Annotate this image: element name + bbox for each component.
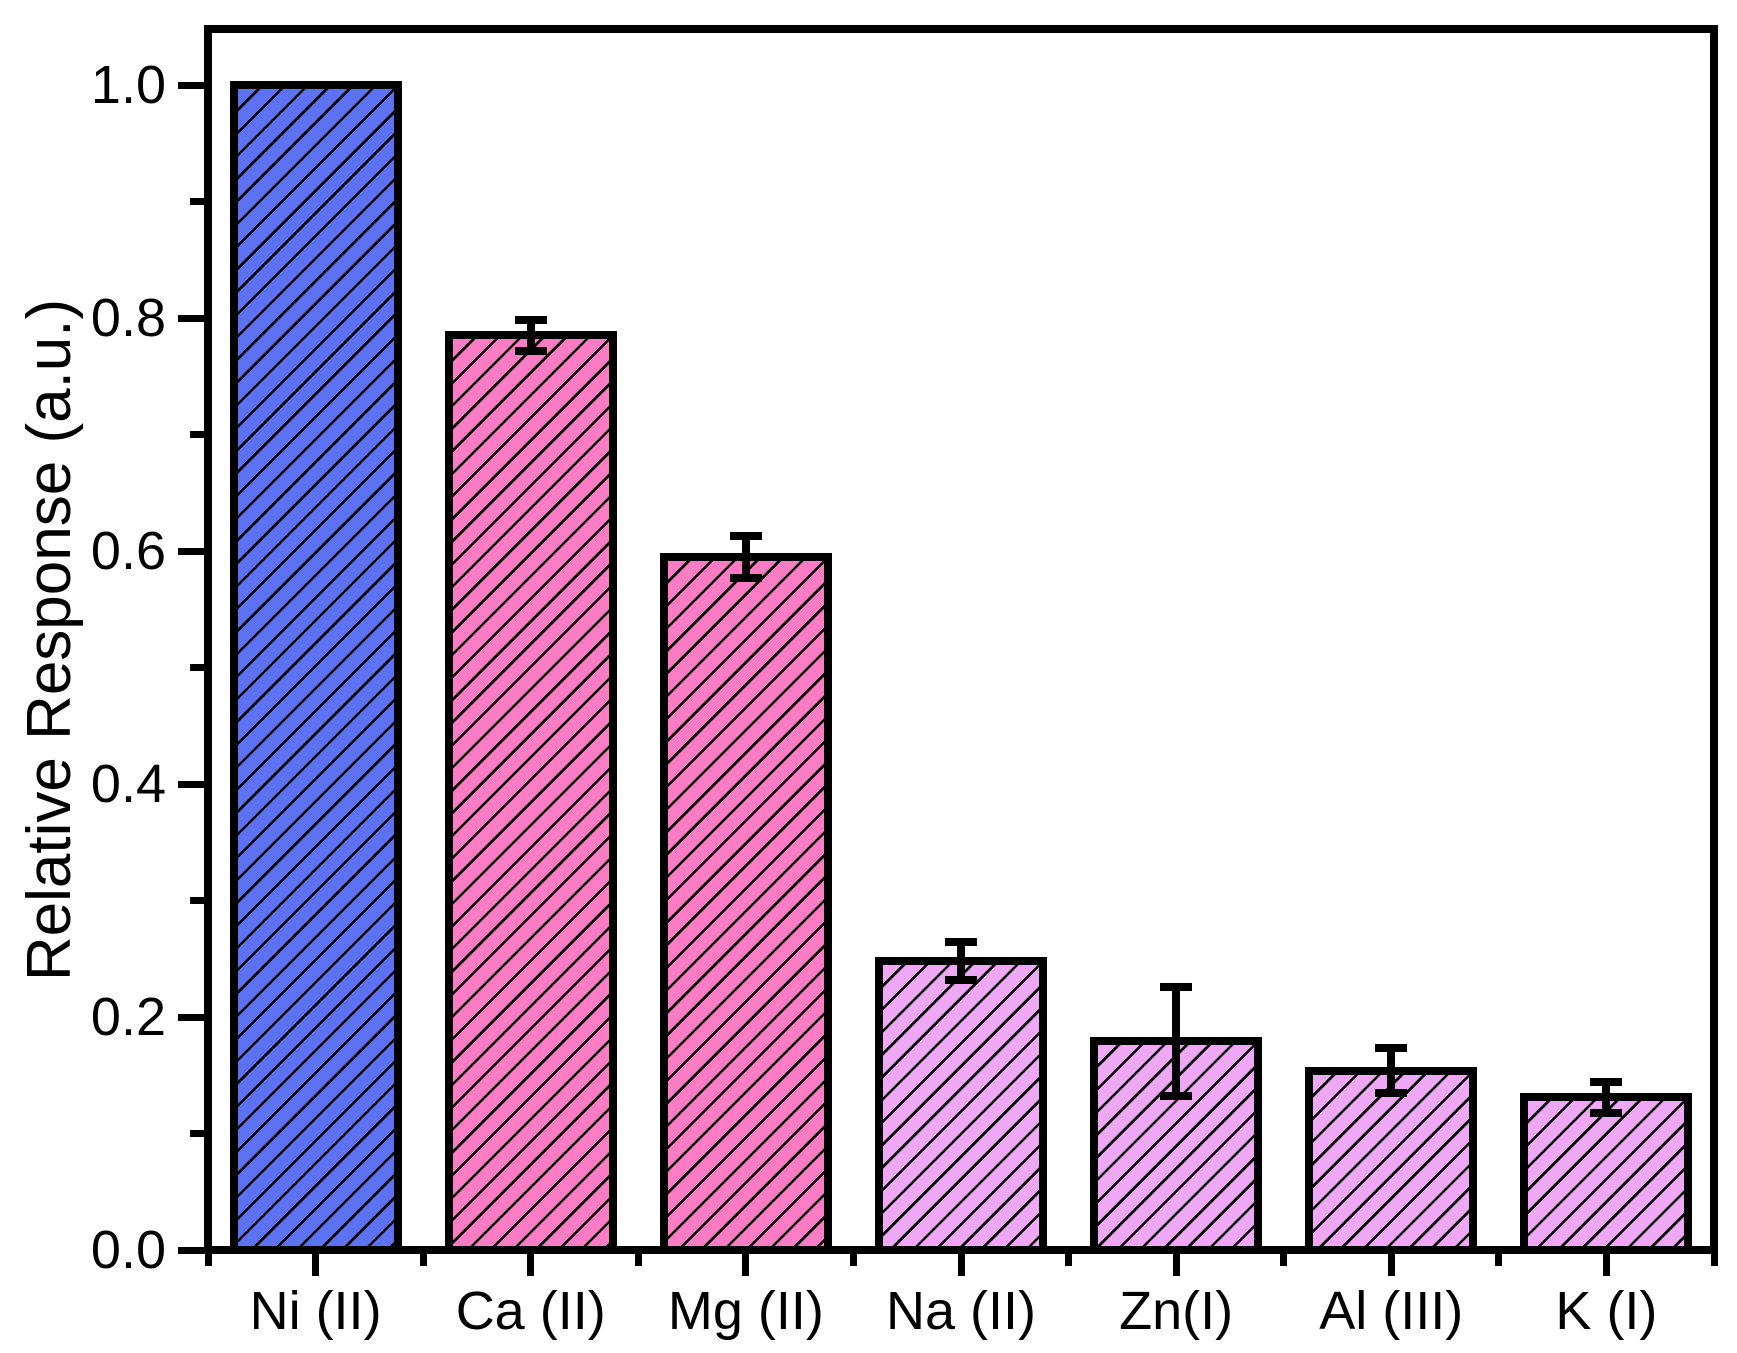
bar-na-ii	[875, 957, 1047, 1254]
x-minor-tick	[419, 1250, 427, 1266]
x-major-tick-ni-ii	[312, 1250, 320, 1276]
error-bar-k-i-line	[1602, 1078, 1611, 1117]
error-bar-zn-i-line	[1172, 982, 1181, 1101]
x-tick-label-ni-ii: Ni (II)	[249, 1281, 382, 1341]
bar-al-iii	[1305, 1066, 1478, 1254]
error-bar-na-ii-bottom-cap	[945, 975, 977, 984]
x-tick-label-al-iii: Al (III)	[1319, 1281, 1464, 1341]
y-tick-label-0.4: 0.4	[90, 754, 166, 814]
error-bar-al-iii-bottom-cap	[1375, 1088, 1408, 1097]
y-minor-tick	[190, 431, 204, 438]
x-tick-label-k-i: K (I)	[1555, 1281, 1658, 1341]
y-axis-title: Relative Response (a.u.)	[15, 298, 84, 982]
error-bar-na-ii-line	[957, 938, 965, 984]
x-major-tick-ca-ii	[527, 1250, 535, 1276]
bar-ni-ii	[229, 81, 402, 1254]
bar-mg-ii	[659, 552, 832, 1254]
error-bar-al-iii-line	[1387, 1044, 1396, 1097]
y-major-tick-0.4	[178, 780, 204, 788]
x-tick-label-na-ii: Na (II)	[885, 1281, 1036, 1341]
x-major-tick-k-i	[1602, 1250, 1610, 1276]
error-bar-ca-ii-line	[526, 316, 535, 355]
y-major-tick-0.6	[178, 547, 204, 555]
y-tick-label-1.0: 1.0	[90, 55, 166, 115]
x-major-tick-mg-ii	[742, 1250, 750, 1276]
y-minor-tick	[190, 664, 204, 671]
x-tick-label-zn-i: Zn(I)	[1119, 1281, 1234, 1341]
y-major-tick-0.8	[178, 314, 204, 322]
x-minor-tick	[1280, 1250, 1288, 1266]
y-major-tick-0.2	[178, 1013, 204, 1021]
x-major-tick-zn-i	[1172, 1250, 1180, 1276]
x-minor-tick	[849, 1250, 857, 1266]
y-tick-label-0.0: 0.0	[90, 1220, 166, 1280]
y-tick-label-0.2: 0.2	[90, 987, 166, 1047]
x-minor-tick	[634, 1250, 642, 1266]
y-minor-tick	[190, 1130, 204, 1137]
error-bar-mg-ii-bottom-cap	[729, 573, 762, 582]
y-tick-label-0.6: 0.6	[90, 521, 166, 581]
error-bar-ca-ii-bottom-cap	[514, 346, 547, 355]
x-tick-label-ca-ii: Ca (II)	[455, 1281, 606, 1341]
y-tick-label-0.8: 0.8	[90, 288, 166, 348]
error-bar-al-iii-top-cap	[1375, 1044, 1408, 1053]
x-minor-tick	[204, 1250, 212, 1266]
error-bar-mg-ii-top-cap	[729, 531, 762, 540]
x-tick-label-mg-ii: Mg (II)	[667, 1281, 824, 1341]
error-bar-k-i-bottom-cap	[1590, 1108, 1623, 1117]
error-bar-k-i-top-cap	[1590, 1078, 1623, 1087]
error-bar-zn-i-top-cap	[1160, 982, 1193, 991]
error-bar-ca-ii-top-cap	[514, 316, 547, 325]
x-major-tick-na-ii	[957, 1250, 965, 1276]
y-major-tick-1.0	[178, 81, 204, 89]
bar-k-i	[1520, 1093, 1693, 1254]
x-major-tick-al-iii	[1387, 1250, 1395, 1276]
x-minor-tick	[1495, 1250, 1503, 1266]
error-bar-mg-ii-line	[741, 531, 750, 582]
bar-ca-ii	[444, 331, 617, 1254]
error-bar-na-ii-top-cap	[945, 938, 977, 947]
y-minor-tick	[190, 198, 204, 205]
error-bar-zn-i-bottom-cap	[1160, 1092, 1193, 1101]
y-major-tick-0.0	[178, 1246, 204, 1254]
x-minor-tick	[1710, 1250, 1718, 1266]
x-minor-tick	[1065, 1250, 1073, 1266]
y-minor-tick	[190, 897, 204, 904]
